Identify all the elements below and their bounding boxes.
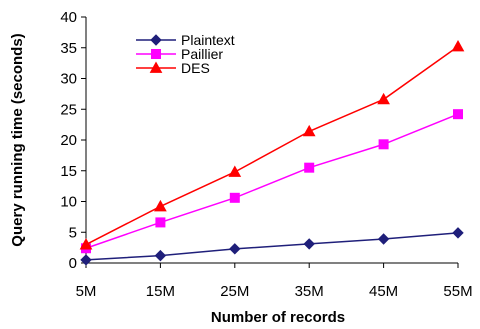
legend-label-plaintext: Plaintext <box>181 32 235 48</box>
y-tick-label: 15 <box>60 163 77 180</box>
x-tick-label: 15M <box>146 283 175 300</box>
y-tick-label: 35 <box>60 40 77 57</box>
data-point-paillier <box>304 162 315 173</box>
series-line-paillier <box>85 113 459 249</box>
x-tick-label: 25M <box>220 283 249 300</box>
series-layer <box>79 39 465 266</box>
legend-item-des: DES <box>136 60 210 76</box>
data-point-des <box>302 124 316 137</box>
legend-label-paillier: Paillier <box>181 46 223 62</box>
data-point-des <box>154 199 167 212</box>
series-plaintext <box>80 227 464 266</box>
legend-marker-des <box>149 61 163 73</box>
series-line-des <box>85 45 459 246</box>
data-point-plaintext <box>452 227 464 239</box>
legend-marker-paillier <box>151 49 161 59</box>
data-point-plaintext <box>229 243 241 255</box>
y-axis-title: Query running time (seconds) <box>9 33 26 246</box>
y-tick-label: 20 <box>60 132 77 149</box>
data-point-des <box>377 92 390 105</box>
axes: 0 5 10 15 20 25 30 35 40 5M 15M 25M 35M 45M 55M <box>60 9 472 300</box>
data-point-des <box>79 238 93 250</box>
legend-item-paillier: Paillier <box>136 46 223 62</box>
x-tick-label: 55M <box>443 283 472 300</box>
x-tick-label: 5M <box>76 283 97 300</box>
legend-marker-plaintext <box>150 34 162 46</box>
data-point-paillier <box>378 139 389 150</box>
data-point-plaintext <box>303 238 315 250</box>
data-point-paillier <box>229 192 240 203</box>
series-paillier <box>81 109 463 254</box>
legend-label-des: DES <box>181 60 210 76</box>
x-axis-title: Number of records <box>211 309 345 326</box>
data-point-plaintext <box>377 233 390 245</box>
y-tick-label: 25 <box>60 101 77 118</box>
series-line-plaintext <box>85 232 459 261</box>
x-tick-label: 45M <box>369 283 398 300</box>
data-point-des <box>228 165 242 177</box>
y-tick-label: 30 <box>60 71 77 88</box>
x-tick-label: 35M <box>295 283 324 300</box>
y-tick-label: 10 <box>60 194 77 211</box>
y-tick-label: 5 <box>69 224 77 241</box>
data-point-des <box>451 39 465 52</box>
series-des <box>79 39 465 250</box>
data-point-plaintext <box>80 254 92 266</box>
y-tick-label: 0 <box>69 255 77 272</box>
data-point-paillier <box>453 109 463 120</box>
legend-item-plaintext: Plaintext <box>136 32 235 48</box>
y-tick-label: 40 <box>60 9 77 26</box>
data-point-plaintext <box>154 249 167 262</box>
data-point-paillier <box>155 217 166 228</box>
